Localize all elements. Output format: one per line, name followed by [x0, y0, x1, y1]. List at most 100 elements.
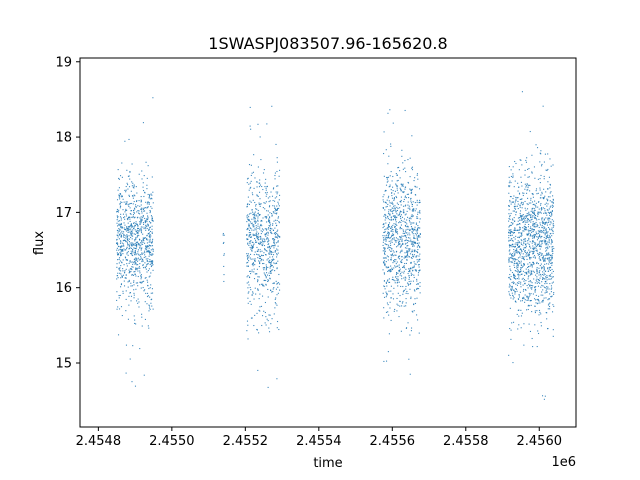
data-point: [402, 185, 404, 187]
data-point: [513, 275, 515, 277]
data-point: [278, 205, 280, 207]
data-point: [416, 186, 418, 188]
data-point: [414, 233, 416, 235]
data-point: [385, 360, 388, 362]
data-point: [515, 211, 517, 213]
data-point: [518, 262, 520, 264]
data-point: [404, 196, 406, 198]
data-point: [508, 258, 510, 260]
data-point: [522, 221, 524, 223]
data-point: [276, 248, 278, 250]
data-point: [383, 152, 385, 155]
data-point: [261, 228, 264, 230]
data-point: [546, 282, 548, 284]
data-point: [405, 221, 407, 224]
data-point: [401, 259, 403, 261]
data-point: [409, 334, 411, 336]
data-point: [401, 235, 403, 237]
data-point: [272, 288, 274, 290]
data-point: [274, 207, 276, 209]
data-point: [395, 246, 398, 248]
data-point: [273, 233, 275, 235]
data-point: [148, 247, 150, 249]
data-point: [548, 242, 550, 244]
data-point: [126, 235, 128, 237]
data-point: [134, 261, 136, 263]
data-point: [279, 194, 281, 196]
data-point: [402, 168, 404, 170]
data-point: [410, 256, 412, 259]
data-point: [542, 299, 544, 301]
data-point: [399, 300, 401, 303]
data-point: [246, 258, 249, 260]
data-point: [518, 217, 521, 219]
data-point: [135, 263, 137, 265]
data-point: [251, 211, 254, 213]
data-point: [138, 210, 140, 212]
data-point: [551, 250, 553, 252]
data-point: [524, 207, 526, 209]
data-point: [409, 237, 411, 239]
data-point: [118, 268, 120, 270]
data-point: [542, 294, 544, 296]
data-point: [510, 288, 512, 290]
data-point: [527, 254, 529, 256]
data-point: [417, 239, 419, 241]
data-point: [271, 253, 273, 255]
data-point: [256, 241, 258, 243]
data-point: [126, 241, 128, 243]
data-point: [254, 201, 256, 204]
data-point: [512, 222, 514, 224]
data-point: [405, 239, 407, 241]
data-point: [136, 229, 138, 231]
data-point: [132, 266, 134, 268]
data-point: [393, 193, 395, 195]
data-point: [539, 231, 541, 233]
data-point: [142, 215, 144, 217]
data-point: [259, 236, 261, 238]
data-point: [524, 174, 526, 176]
data-point: [251, 250, 253, 252]
data-point: [516, 284, 519, 286]
data-point: [510, 232, 512, 234]
data-point: [250, 244, 252, 246]
data-point: [513, 253, 515, 255]
data-point: [552, 199, 554, 201]
data-point: [404, 262, 406, 265]
data-point: [531, 240, 534, 243]
data-point: [267, 238, 269, 240]
data-point: [274, 219, 276, 221]
data-point: [416, 280, 418, 282]
data-point: [393, 310, 395, 312]
data-point: [520, 219, 522, 221]
data-point: [143, 240, 145, 242]
data-point: [256, 329, 258, 331]
data-point: [122, 253, 124, 255]
data-point: [138, 259, 140, 261]
data-point: [274, 298, 276, 300]
data-point: [551, 249, 553, 251]
data-point: [412, 228, 414, 231]
data-point: [529, 130, 531, 133]
data-point: [386, 176, 388, 179]
data-point: [538, 245, 540, 247]
data-point: [400, 218, 402, 220]
data-point: [141, 241, 143, 243]
data-point: [541, 273, 544, 276]
data-point: [398, 214, 400, 216]
data-point: [513, 255, 515, 257]
data-point: [399, 274, 401, 276]
data-point: [545, 250, 547, 252]
data-point: [400, 250, 402, 252]
data-point: [539, 240, 541, 242]
data-point: [125, 290, 127, 292]
data-point: [262, 284, 264, 286]
data-point: [123, 280, 125, 282]
data-point: [122, 209, 124, 211]
data-point: [417, 319, 419, 321]
data-point: [512, 175, 514, 177]
data-point: [401, 185, 403, 187]
data-point: [142, 264, 144, 267]
data-point: [250, 174, 252, 176]
data-point: [141, 281, 143, 283]
